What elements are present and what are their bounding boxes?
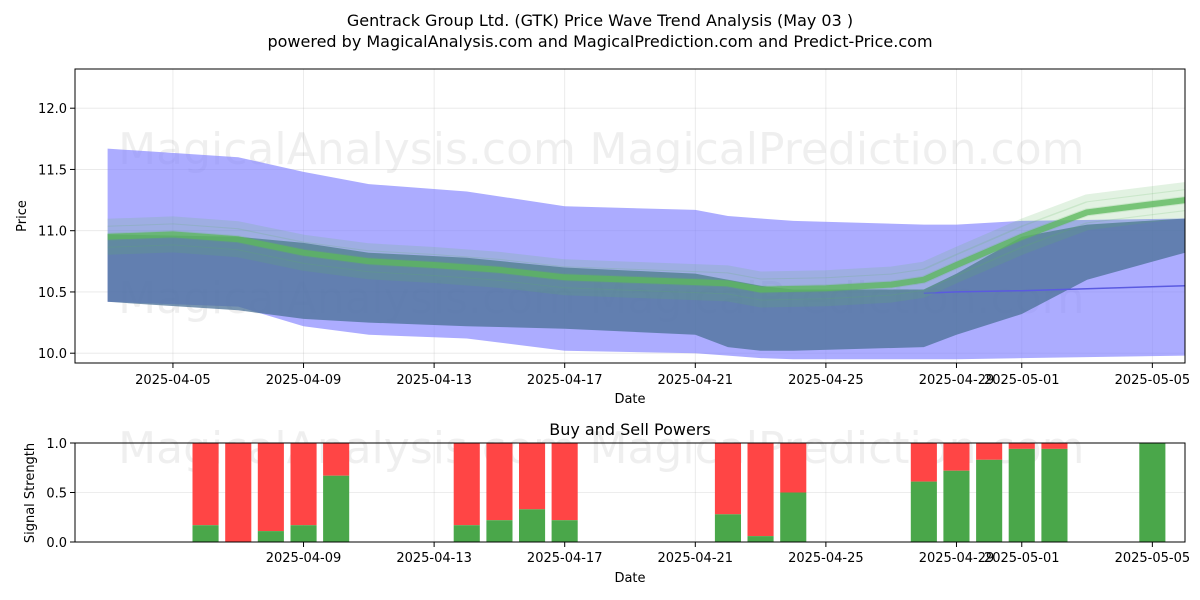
sell-power-bar: [519, 443, 546, 510]
price-x-tick-label: 2025-04-05: [135, 373, 211, 388]
sell-power-bar: [486, 443, 513, 521]
sub-title: powered by MagicalAnalysis.com and Magic…: [267, 32, 932, 51]
sell-power-bar: [1008, 443, 1035, 449]
buy-power-bar: [290, 525, 317, 542]
buy-power-bar: [519, 509, 546, 542]
price-y-tick-label: 10.0: [38, 347, 67, 362]
green-wave-halo: [107, 210, 1186, 308]
signal-y-tick-label: 0.0: [46, 536, 67, 551]
buy-power-bar: [1139, 443, 1166, 542]
price-x-tick-label: 2025-05-01: [984, 373, 1060, 388]
buy-power-bar: [453, 525, 480, 542]
green-wave-halo: [107, 203, 1186, 301]
buy-power-bar: [486, 520, 513, 542]
green-wave-halo: [107, 189, 1186, 287]
price-ticks: 2025-04-05 2025-04-09 2025-04-13 2025-04-17…: [38, 102, 1190, 388]
buy-power-bar: [747, 536, 774, 542]
buy-power-bar: [257, 531, 284, 542]
buy-power-bar: [714, 514, 741, 542]
signal-x-tick-label: 2025-04-17: [527, 551, 603, 566]
buy-power-bar: [910, 481, 937, 542]
signal-x-tick-label: 2025-04-21: [658, 551, 734, 566]
price-marks: [107, 148, 1186, 360]
price-x-label: Date: [614, 392, 645, 407]
sell-power-bar: [780, 443, 807, 493]
signal-ticks: 2025-04-09 2025-04-13 2025-04-17 2025-04-21…: [46, 437, 1190, 566]
buy-power-bar: [323, 475, 350, 542]
signal-panel: Buy and Sell Powers MagicalAnalysis.com …: [23, 420, 1190, 586]
price-x-tick-label: 2025-04-21: [658, 373, 734, 388]
price-x-tick-label: 2025-04-29: [919, 373, 995, 388]
watermark-prediction-top: MagicalPrediction.com: [590, 124, 1085, 175]
price-y-tick-label: 10.5: [38, 286, 67, 301]
sell-power-bar: [551, 443, 578, 521]
sell-power-bar: [257, 443, 284, 532]
signal-x-tick-label: 2025-05-01: [984, 551, 1060, 566]
sell-power-bar: [225, 443, 252, 542]
signal-y-tick-label: 0.5: [46, 487, 67, 502]
green-wave-line: [107, 197, 1186, 293]
buy-power-bar: [551, 520, 578, 542]
price-x-tick-label: 2025-05-05: [1115, 373, 1191, 388]
signal-x-label: Date: [614, 571, 645, 586]
signal-x-tick-label: 2025-04-13: [396, 551, 472, 566]
price-y-tick-label: 12.0: [38, 102, 67, 117]
buy-power-bar: [976, 459, 1003, 542]
price-x-tick-label: 2025-04-09: [266, 373, 342, 388]
price-panel: MagicalAnalysis.com MagicalPrediction.co…: [15, 68, 1190, 407]
sell-power-bar: [290, 443, 317, 526]
signal-y-tick-label: 1.0: [46, 437, 67, 452]
price-y-tick-label: 11.0: [38, 225, 67, 240]
signal-x-tick-label: 2025-05-05: [1115, 551, 1191, 566]
signal-x-tick-label: 2025-04-25: [788, 551, 864, 566]
sell-power-bar: [323, 443, 350, 476]
signal-title: Buy and Sell Powers: [549, 420, 711, 439]
sell-power-bar: [976, 443, 1003, 460]
price-y-tick-label: 11.5: [38, 163, 67, 178]
buy-power-bar: [780, 492, 807, 542]
signal-y-label: Signal Strength: [23, 443, 38, 543]
signal-x-tick-label: 2025-04-09: [266, 551, 342, 566]
signal-x-tick-label: 2025-04-29: [919, 551, 995, 566]
main-title: Gentrack Group Ltd. (GTK) Price Wave Tre…: [347, 11, 853, 30]
sell-power-bar: [747, 443, 774, 537]
sell-power-bar: [192, 443, 219, 526]
price-x-tick-label: 2025-04-13: [396, 373, 472, 388]
buy-power-bar: [1041, 448, 1068, 542]
buy-power-bar: [1008, 448, 1035, 542]
median-price-line: [923, 285, 1186, 294]
sell-power-bar: [943, 443, 970, 471]
price-y-label: Price: [15, 200, 30, 232]
sell-power-bar: [714, 443, 741, 515]
buy-power-bar: [943, 470, 970, 542]
sell-power-bar: [453, 443, 480, 526]
sell-power-bar: [1041, 443, 1068, 449]
inner-price-band: [107, 218, 1186, 351]
green-wave-halo: [107, 182, 1186, 280]
price-x-tick-label: 2025-04-25: [788, 373, 864, 388]
sell-power-bar: [910, 443, 937, 482]
price-x-tick-label: 2025-04-17: [527, 373, 603, 388]
signal-bars: [192, 443, 1166, 542]
buy-power-bar: [192, 525, 219, 542]
price-plot-frame: [74, 68, 1186, 364]
